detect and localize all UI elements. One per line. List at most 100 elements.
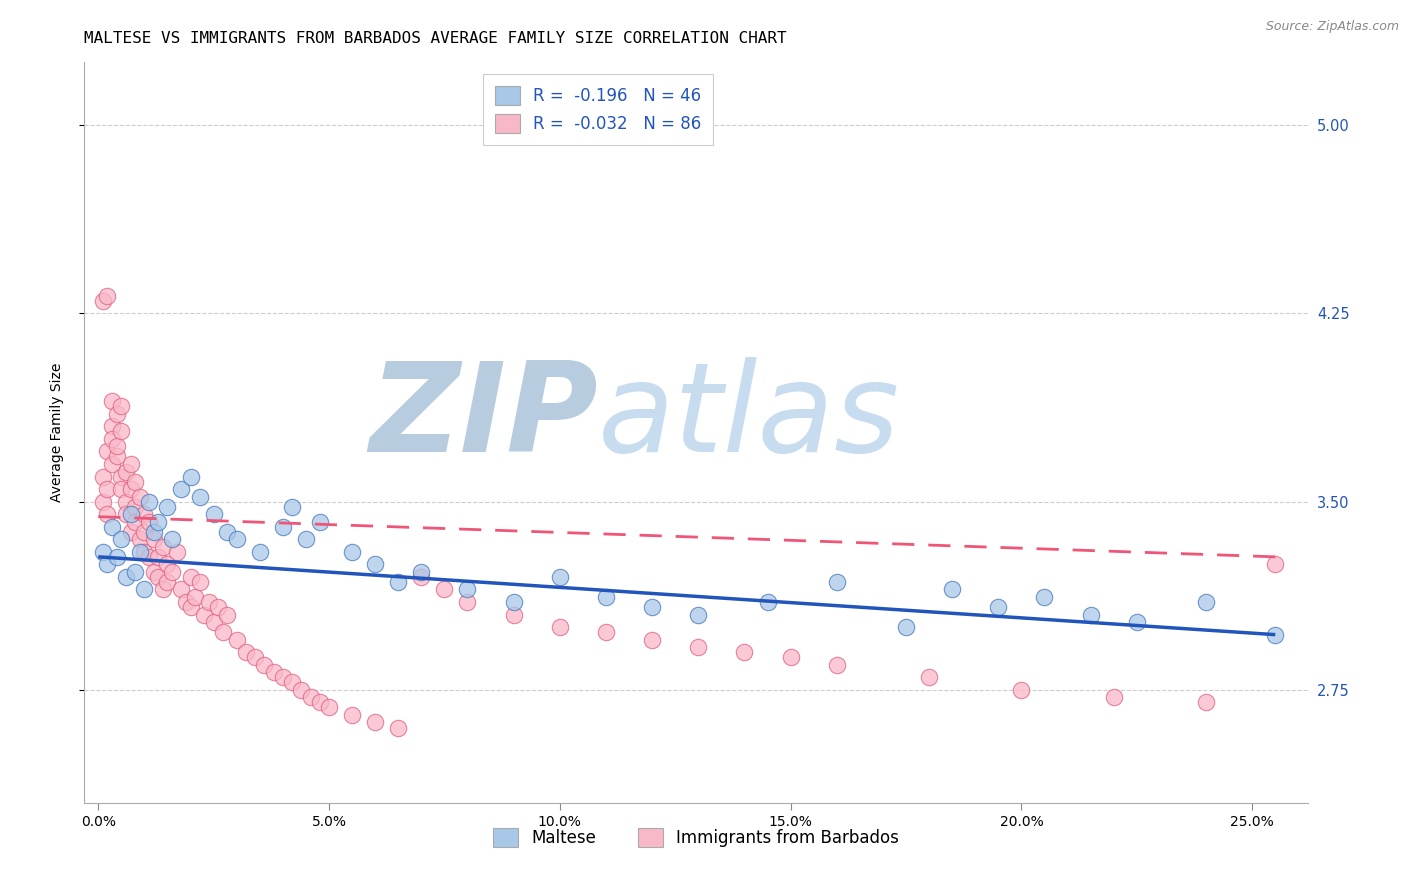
Point — [180, 600, 202, 615]
Point — [364, 558, 387, 572]
Point — [235, 645, 257, 659]
Point — [184, 590, 207, 604]
Point — [211, 625, 233, 640]
Point — [134, 582, 156, 597]
Point — [1102, 690, 1125, 705]
Legend: Maltese, Immigrants from Barbados: Maltese, Immigrants from Barbados — [482, 818, 910, 857]
Point — [96, 444, 118, 458]
Point — [134, 524, 156, 539]
Point — [918, 670, 941, 684]
Point — [166, 545, 188, 559]
Point — [502, 607, 524, 622]
Point — [148, 549, 170, 564]
Point — [115, 507, 138, 521]
Point — [825, 657, 848, 672]
Point — [249, 545, 271, 559]
Point — [110, 425, 132, 439]
Point — [825, 574, 848, 589]
Point — [138, 515, 160, 529]
Point — [894, 620, 917, 634]
Point — [96, 558, 118, 572]
Point — [128, 490, 150, 504]
Point — [91, 293, 114, 308]
Point — [124, 500, 146, 514]
Point — [124, 475, 146, 489]
Point — [160, 533, 183, 547]
Point — [138, 494, 160, 508]
Point — [124, 565, 146, 579]
Point — [290, 682, 312, 697]
Point — [156, 500, 179, 514]
Point — [188, 574, 211, 589]
Point — [170, 482, 193, 496]
Point — [105, 439, 128, 453]
Point — [941, 582, 963, 597]
Point — [295, 533, 318, 547]
Point — [1080, 607, 1102, 622]
Point — [548, 570, 571, 584]
Point — [142, 524, 165, 539]
Point — [281, 500, 304, 514]
Point — [595, 625, 617, 640]
Point — [105, 407, 128, 421]
Point — [1010, 682, 1032, 697]
Point — [202, 507, 225, 521]
Point — [101, 394, 124, 409]
Point — [91, 469, 114, 483]
Point — [1264, 558, 1286, 572]
Point — [641, 600, 664, 615]
Point — [174, 595, 197, 609]
Point — [156, 558, 179, 572]
Point — [340, 545, 363, 559]
Point — [148, 515, 170, 529]
Point — [124, 515, 146, 529]
Point — [138, 549, 160, 564]
Point — [217, 607, 239, 622]
Point — [364, 715, 387, 730]
Point — [548, 620, 571, 634]
Point — [411, 570, 433, 584]
Point — [779, 650, 801, 665]
Point — [688, 640, 710, 655]
Point — [225, 533, 247, 547]
Point — [134, 545, 156, 559]
Point — [105, 450, 128, 464]
Point — [456, 582, 478, 597]
Point — [193, 607, 215, 622]
Point — [1195, 695, 1218, 709]
Point — [96, 507, 118, 521]
Point — [128, 545, 150, 559]
Point — [152, 582, 174, 597]
Point — [115, 570, 138, 584]
Point — [120, 524, 142, 539]
Point — [207, 600, 229, 615]
Point — [641, 632, 664, 647]
Point — [120, 457, 142, 471]
Point — [202, 615, 225, 629]
Point — [91, 494, 114, 508]
Text: MALTESE VS IMMIGRANTS FROM BARBADOS AVERAGE FAMILY SIZE CORRELATION CHART: MALTESE VS IMMIGRANTS FROM BARBADOS AVER… — [84, 31, 787, 46]
Y-axis label: Average Family Size: Average Family Size — [49, 363, 63, 502]
Point — [134, 507, 156, 521]
Point — [281, 675, 304, 690]
Point — [308, 515, 330, 529]
Point — [142, 533, 165, 547]
Point — [299, 690, 322, 705]
Point — [456, 595, 478, 609]
Point — [101, 432, 124, 446]
Point — [110, 533, 132, 547]
Point — [308, 695, 330, 709]
Point — [1033, 590, 1056, 604]
Point — [243, 650, 266, 665]
Point — [128, 533, 150, 547]
Point — [120, 482, 142, 496]
Point — [198, 595, 221, 609]
Point — [115, 494, 138, 508]
Text: ZIP: ZIP — [370, 358, 598, 478]
Point — [253, 657, 276, 672]
Point — [271, 670, 294, 684]
Point — [271, 520, 294, 534]
Point — [110, 482, 132, 496]
Point — [160, 565, 183, 579]
Point — [318, 700, 340, 714]
